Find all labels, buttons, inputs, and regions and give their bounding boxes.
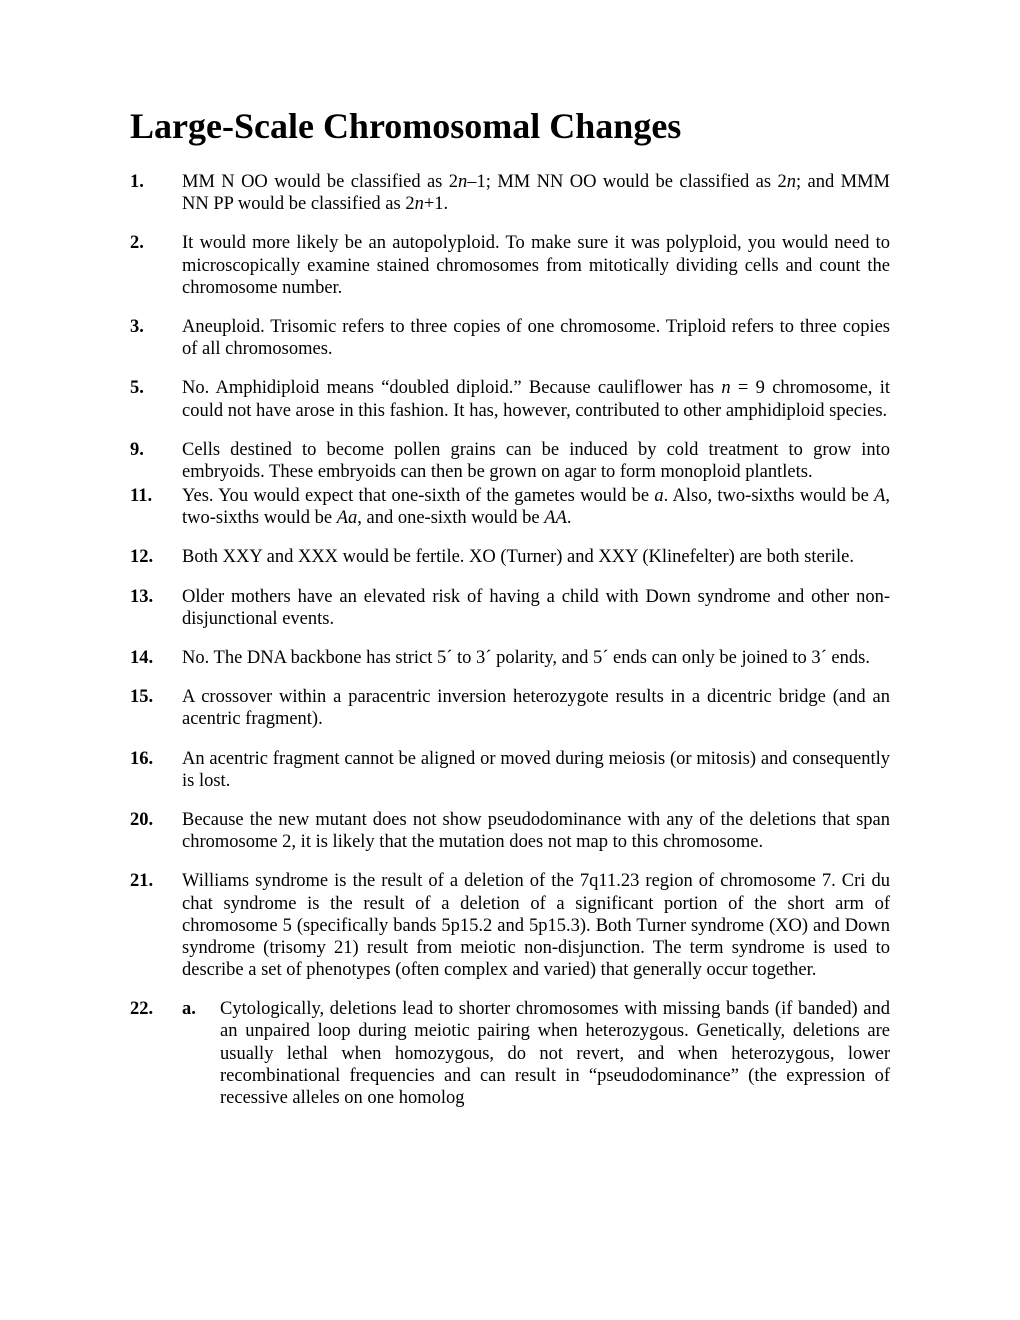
page-title: Large-Scale Chromosomal Changes (130, 105, 890, 147)
item-body: Because the new mutant does not show pse… (182, 809, 890, 853)
item-number: 15. (130, 686, 182, 730)
item-number: 2. (130, 232, 182, 299)
list-item: 21.Williams syndrome is the result of a … (130, 870, 890, 981)
item-number: 3. (130, 316, 182, 360)
item-number: 21. (130, 870, 182, 981)
item-number: 9. (130, 439, 182, 483)
list-item: 2.It would more likely be an autopolyplo… (130, 232, 890, 299)
item-number: 1. (130, 171, 182, 215)
item-number: 16. (130, 748, 182, 792)
item-number: 11. (130, 485, 182, 529)
item-body: Cells destined to become pollen grains c… (182, 439, 890, 483)
sub-item-label: a. (182, 998, 220, 1109)
list-item: 16.An acentric fragment cannot be aligne… (130, 748, 890, 792)
sub-item: a.Cytologically, deletions lead to short… (182, 998, 890, 1109)
list-item: 3.Aneuploid. Trisomic refers to three co… (130, 316, 890, 360)
list-item: 1.MM N OO would be classified as 2n–1; M… (130, 171, 890, 215)
item-body: It would more likely be an autopolyploid… (182, 232, 890, 299)
answer-list: 1.MM N OO would be classified as 2n–1; M… (130, 171, 890, 1109)
list-item: 13.Older mothers have an elevated risk o… (130, 586, 890, 630)
item-number: 20. (130, 809, 182, 853)
list-item: 20.Because the new mutant does not show … (130, 809, 890, 853)
item-number: 13. (130, 586, 182, 630)
item-number: 14. (130, 647, 182, 669)
item-body: Williams syndrome is the result of a del… (182, 870, 890, 981)
item-number: 22. (130, 998, 182, 1109)
list-item: 14.No. The DNA backbone has strict 5´ to… (130, 647, 890, 669)
item-body: Older mothers have an elevated risk of h… (182, 586, 890, 630)
document-page: Large-Scale Chromosomal Changes 1.MM N O… (0, 0, 1020, 1109)
list-item: 11.Yes. You would expect that one-sixth … (130, 485, 890, 529)
item-body: A crossover within a paracentric inversi… (182, 686, 890, 730)
item-body: Aneuploid. Trisomic refers to three copi… (182, 316, 890, 360)
item-body: MM N OO would be classified as 2n–1; MM … (182, 171, 890, 215)
sub-item-body: Cytologically, deletions lead to shorter… (220, 998, 890, 1109)
item-body: No. The DNA backbone has strict 5´ to 3´… (182, 647, 890, 669)
item-body: a.Cytologically, deletions lead to short… (182, 998, 890, 1109)
item-body: Both XXY and XXX would be fertile. XO (T… (182, 546, 890, 568)
list-item: 5.No. Amphidiploid means “doubled diploi… (130, 377, 890, 421)
list-item: 12.Both XXY and XXX would be fertile. XO… (130, 546, 890, 568)
list-item: 15.A crossover within a paracentric inve… (130, 686, 890, 730)
item-body: An acentric fragment cannot be aligned o… (182, 748, 890, 792)
item-body: No. Amphidiploid means “doubled diploid.… (182, 377, 890, 421)
item-body: Yes. You would expect that one-sixth of … (182, 485, 890, 529)
list-item: 9.Cells destined to become pollen grains… (130, 439, 890, 483)
item-number: 12. (130, 546, 182, 568)
list-item: 22.a.Cytologically, deletions lead to sh… (130, 998, 890, 1109)
item-number: 5. (130, 377, 182, 421)
